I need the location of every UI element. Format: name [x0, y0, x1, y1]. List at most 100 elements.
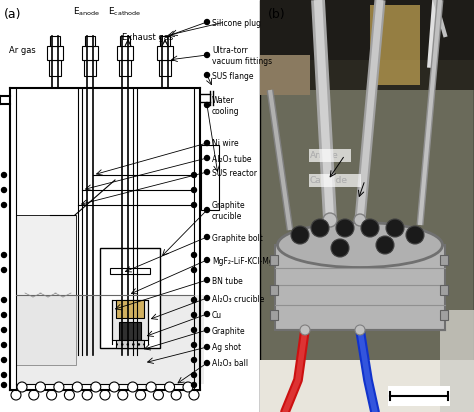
Text: SUS flange: SUS flange	[212, 72, 254, 80]
Bar	[84, 60, 96, 76]
Circle shape	[1, 253, 7, 258]
Circle shape	[191, 312, 197, 318]
Circle shape	[1, 312, 7, 318]
Circle shape	[204, 140, 210, 145]
Circle shape	[1, 372, 7, 377]
Bar	[110, 268, 150, 274]
Bar	[117, 46, 133, 60]
Text: E$_{\mathregular{cathode}}$: E$_{\mathregular{cathode}}$	[109, 5, 142, 18]
Text: SUS reactor: SUS reactor	[212, 169, 257, 178]
Bar	[201, 145, 219, 210]
Text: 试: 试	[275, 378, 279, 385]
Text: (b): (b)	[268, 8, 286, 21]
Text: Silicone plug: Silicone plug	[212, 19, 261, 28]
Circle shape	[204, 328, 210, 332]
Circle shape	[300, 325, 310, 335]
Bar	[16, 295, 204, 384]
Circle shape	[361, 219, 379, 237]
Bar	[270, 255, 278, 265]
Circle shape	[191, 267, 197, 272]
Circle shape	[406, 226, 424, 244]
Bar	[270, 285, 278, 295]
Bar	[16, 295, 204, 384]
Circle shape	[1, 342, 7, 347]
Bar	[82, 46, 98, 60]
Circle shape	[204, 155, 210, 161]
Circle shape	[204, 169, 210, 175]
Circle shape	[323, 213, 337, 227]
Circle shape	[164, 382, 174, 392]
Circle shape	[17, 382, 27, 392]
Text: (a): (a)	[4, 8, 21, 21]
Bar	[309, 149, 351, 162]
Bar	[260, 360, 474, 412]
Circle shape	[1, 328, 7, 332]
Bar	[112, 300, 148, 340]
Circle shape	[354, 214, 366, 226]
Circle shape	[204, 344, 210, 349]
Circle shape	[109, 382, 119, 392]
Text: Al₂O₃ ball: Al₂O₃ ball	[212, 360, 248, 368]
Circle shape	[191, 328, 197, 332]
Circle shape	[183, 382, 193, 392]
Circle shape	[204, 278, 210, 283]
Circle shape	[331, 239, 349, 257]
Circle shape	[73, 382, 82, 392]
Circle shape	[204, 311, 210, 316]
Bar	[116, 300, 144, 318]
Circle shape	[1, 187, 7, 192]
Circle shape	[204, 19, 210, 24]
Text: Graphite bolt: Graphite bolt	[212, 234, 263, 243]
Text: Cathode: Cathode	[310, 176, 348, 185]
Text: Al₂O₃ tube: Al₂O₃ tube	[212, 154, 252, 164]
Bar	[159, 60, 171, 76]
Bar	[260, 0, 474, 412]
Circle shape	[336, 219, 354, 237]
Circle shape	[311, 219, 329, 237]
Circle shape	[204, 234, 210, 239]
Text: 村: 村	[290, 368, 295, 377]
Circle shape	[36, 382, 46, 392]
Circle shape	[191, 253, 197, 258]
Circle shape	[1, 382, 7, 388]
Circle shape	[191, 297, 197, 302]
Bar	[120, 36, 130, 46]
Circle shape	[54, 382, 64, 392]
Text: Graphite
crucible: Graphite crucible	[212, 201, 246, 221]
Text: MgF₂-LiF-KCl-MgO: MgF₂-LiF-KCl-MgO	[212, 257, 280, 265]
Text: Graphite: Graphite	[212, 326, 246, 335]
Circle shape	[191, 187, 197, 192]
Bar	[440, 310, 474, 412]
Bar	[440, 285, 448, 295]
Bar	[49, 60, 61, 76]
Circle shape	[355, 325, 365, 335]
Circle shape	[191, 372, 197, 377]
Text: Exhaust gas: Exhaust gas	[122, 33, 173, 42]
Circle shape	[386, 219, 404, 237]
Bar	[275, 245, 445, 330]
Circle shape	[191, 203, 197, 208]
Bar	[388, 386, 450, 406]
Bar	[160, 36, 170, 46]
Bar	[260, 55, 310, 95]
Circle shape	[1, 203, 7, 208]
Bar	[119, 60, 131, 76]
Circle shape	[191, 382, 197, 388]
Bar	[100, 248, 160, 348]
Circle shape	[204, 258, 210, 262]
Text: Anode: Anode	[310, 150, 339, 159]
Circle shape	[128, 382, 137, 392]
Bar	[16, 215, 76, 365]
Bar	[309, 174, 361, 187]
Bar	[47, 46, 63, 60]
Circle shape	[191, 173, 197, 178]
Text: Water
cooling: Water cooling	[212, 96, 240, 116]
Bar	[270, 310, 278, 320]
Text: Al₂O₃ crucible: Al₂O₃ crucible	[212, 295, 264, 304]
Bar	[370, 5, 420, 85]
Circle shape	[91, 382, 101, 392]
Text: 50 mm: 50 mm	[404, 401, 434, 410]
Bar	[50, 36, 60, 46]
Bar	[119, 322, 141, 340]
Bar	[157, 46, 173, 60]
